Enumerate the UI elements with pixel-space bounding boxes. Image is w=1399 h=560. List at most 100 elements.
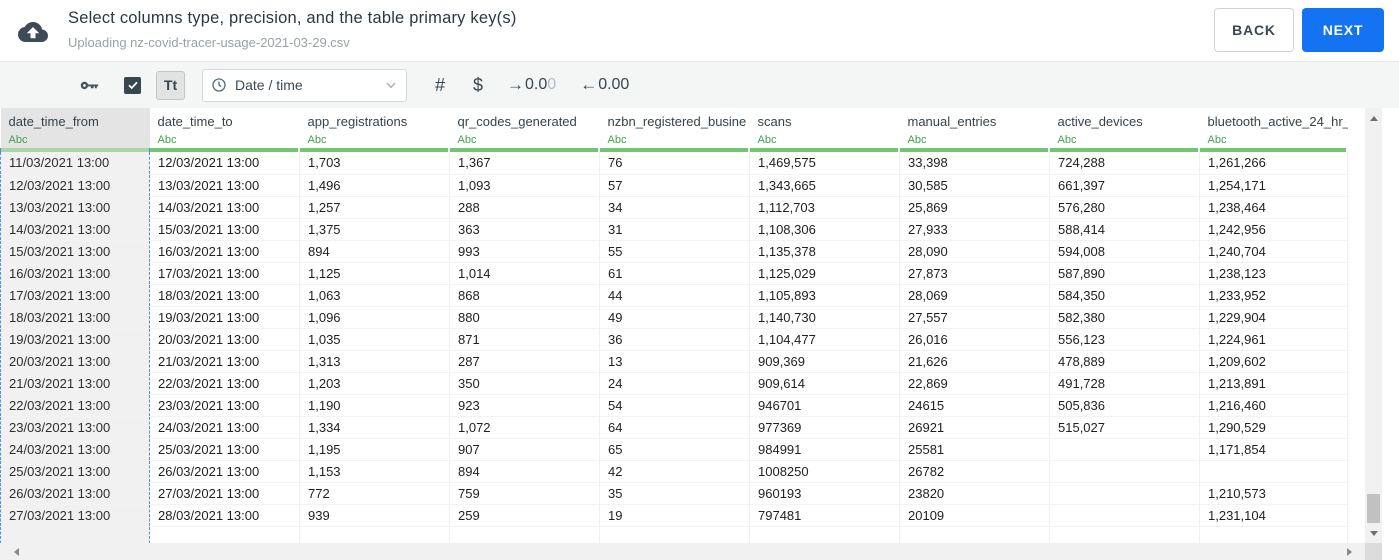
table-cell[interactable]: 19/03/2021 13:00 xyxy=(149,306,300,329)
table-cell[interactable]: 288 xyxy=(449,196,600,219)
table-cell[interactable]: 584,350 xyxy=(1049,284,1200,307)
table-cell[interactable]: 1,242,956 xyxy=(1199,218,1348,241)
table-cell[interactable]: 18/03/2021 13:00 xyxy=(149,284,300,307)
table-cell[interactable]: 14/03/2021 13:00 xyxy=(149,196,300,219)
table-cell[interactable]: 26782 xyxy=(899,460,1050,483)
table-cell[interactable]: 1,216,460 xyxy=(1199,394,1348,417)
table-cell[interactable]: 1,135,378 xyxy=(749,240,900,263)
table-cell[interactable]: 61 xyxy=(599,262,750,285)
table-cell[interactable]: 27/03/2021 13:00 xyxy=(149,482,300,505)
table-cell[interactable]: 11/03/2021 13:00 xyxy=(0,152,150,175)
table-cell[interactable]: 13 xyxy=(599,350,750,373)
table-cell[interactable]: 21/03/2021 13:00 xyxy=(149,350,300,373)
table-cell[interactable]: 1,290,529 xyxy=(1199,416,1348,439)
table-cell[interactable]: 44 xyxy=(599,284,750,307)
table-cell[interactable]: 1,063 xyxy=(299,284,450,307)
table-cell[interactable]: 15/03/2021 13:00 xyxy=(0,240,150,263)
table-cell[interactable] xyxy=(1049,504,1200,527)
table-cell[interactable]: 26921 xyxy=(899,416,1050,439)
table-cell[interactable]: 23/03/2021 13:00 xyxy=(0,416,150,439)
table-cell[interactable]: 16/03/2021 13:00 xyxy=(149,240,300,263)
table-cell[interactable]: 871 xyxy=(449,328,600,351)
decimal-left-button[interactable]: ← 0.00 xyxy=(580,75,629,95)
table-cell[interactable]: 36 xyxy=(599,328,750,351)
table-cell[interactable]: 20/03/2021 13:00 xyxy=(149,328,300,351)
table-cell[interactable]: 880 xyxy=(449,306,600,329)
table-cell[interactable]: 576,280 xyxy=(1049,196,1200,219)
scroll-up-button[interactable] xyxy=(1365,110,1382,126)
table-cell[interactable]: 27,873 xyxy=(899,262,1050,285)
table-cell[interactable]: 1,213,891 xyxy=(1199,372,1348,395)
table-cell[interactable]: 1,035 xyxy=(299,328,450,351)
decimal-right-button[interactable]: → 0.0 0 xyxy=(507,75,556,95)
scroll-left-button[interactable] xyxy=(8,543,24,560)
table-cell[interactable]: 993 xyxy=(449,240,600,263)
table-cell[interactable]: 64 xyxy=(599,416,750,439)
text-type-button[interactable]: Tt xyxy=(156,70,185,100)
table-cell[interactable] xyxy=(299,526,450,543)
table-cell[interactable]: 1,703 xyxy=(299,152,450,175)
table-cell[interactable]: 287 xyxy=(449,350,600,373)
table-cell[interactable]: 1,105,893 xyxy=(749,284,900,307)
table-cell[interactable]: 1,209,602 xyxy=(1199,350,1348,373)
column-header-date_time_to[interactable]: date_time_to Abc xyxy=(149,108,300,148)
table-cell[interactable] xyxy=(1199,460,1348,483)
table-cell[interactable]: 31 xyxy=(599,218,750,241)
table-cell[interactable] xyxy=(749,526,900,543)
table-cell[interactable]: 65 xyxy=(599,438,750,461)
table-cell[interactable]: 24/03/2021 13:00 xyxy=(0,438,150,461)
table-cell[interactable]: 587,890 xyxy=(1049,262,1200,285)
table-cell[interactable]: 724,288 xyxy=(1049,152,1200,175)
table-cell[interactable]: 1,224,961 xyxy=(1199,328,1348,351)
table-cell[interactable]: 23820 xyxy=(899,482,1050,505)
table-cell[interactable] xyxy=(0,526,150,543)
table-cell[interactable]: 23/03/2021 13:00 xyxy=(149,394,300,417)
table-cell[interactable]: 22/03/2021 13:00 xyxy=(0,394,150,417)
table-cell[interactable] xyxy=(899,526,1050,543)
table-cell[interactable]: 1,140,730 xyxy=(749,306,900,329)
table-cell[interactable]: 772 xyxy=(299,482,450,505)
column-header-qr_codes_generated[interactable]: qr_codes_generated Abc xyxy=(449,108,600,148)
column-header-nzbn_registered_busine[interactable]: nzbn_registered_busine Abc xyxy=(599,108,750,148)
table-cell[interactable]: 15/03/2021 13:00 xyxy=(149,218,300,241)
table-cell[interactable]: 984991 xyxy=(749,438,900,461)
table-cell[interactable]: 556,123 xyxy=(1049,328,1200,351)
table-cell[interactable]: 594,008 xyxy=(1049,240,1200,263)
table-cell[interactable]: 1,125 xyxy=(299,262,450,285)
table-cell[interactable]: 1,171,854 xyxy=(1199,438,1348,461)
number-type-button[interactable]: # xyxy=(435,74,446,95)
table-cell[interactable]: 42 xyxy=(599,460,750,483)
column-header-manual_entries[interactable]: manual_entries Abc xyxy=(899,108,1050,148)
table-cell[interactable]: 1,153 xyxy=(299,460,450,483)
table-cell[interactable]: 1,313 xyxy=(299,350,450,373)
next-button[interactable]: NEXT xyxy=(1302,8,1384,52)
table-cell[interactable]: 24615 xyxy=(899,394,1050,417)
table-cell[interactable]: 1,108,306 xyxy=(749,218,900,241)
table-cell[interactable]: 1,261,266 xyxy=(1199,152,1348,175)
table-cell[interactable]: 907 xyxy=(449,438,600,461)
table-cell[interactable]: 1,229,904 xyxy=(1199,306,1348,329)
table-cell[interactable]: 22,869 xyxy=(899,372,1050,395)
table-cell[interactable]: 1,195 xyxy=(299,438,450,461)
table-cell[interactable]: 24 xyxy=(599,372,750,395)
column-header-app_registrations[interactable]: app_registrations Abc xyxy=(299,108,450,148)
table-cell[interactable]: 30,585 xyxy=(899,174,1050,197)
table-cell[interactable]: 24/03/2021 13:00 xyxy=(149,416,300,439)
scroll-down-button[interactable] xyxy=(1365,525,1382,541)
table-cell[interactable]: 13/03/2021 13:00 xyxy=(0,196,150,219)
table-cell[interactable]: 894 xyxy=(299,240,450,263)
table-cell[interactable]: 18/03/2021 13:00 xyxy=(0,306,150,329)
table-cell[interactable]: 20/03/2021 13:00 xyxy=(0,350,150,373)
currency-type-button[interactable]: $ xyxy=(473,74,484,95)
table-cell[interactable]: 1,096 xyxy=(299,306,450,329)
table-cell[interactable]: 1,093 xyxy=(449,174,600,197)
table-cell[interactable]: 25/03/2021 13:00 xyxy=(149,438,300,461)
table-cell[interactable]: 1008250 xyxy=(749,460,900,483)
table-cell[interactable] xyxy=(1049,460,1200,483)
table-cell[interactable]: 1,334 xyxy=(299,416,450,439)
table-cell[interactable]: 1,233,952 xyxy=(1199,284,1348,307)
table-cell[interactable]: 28,090 xyxy=(899,240,1050,263)
table-cell[interactable]: 1,190 xyxy=(299,394,450,417)
table-cell[interactable]: 49 xyxy=(599,306,750,329)
table-cell[interactable] xyxy=(1049,438,1200,461)
